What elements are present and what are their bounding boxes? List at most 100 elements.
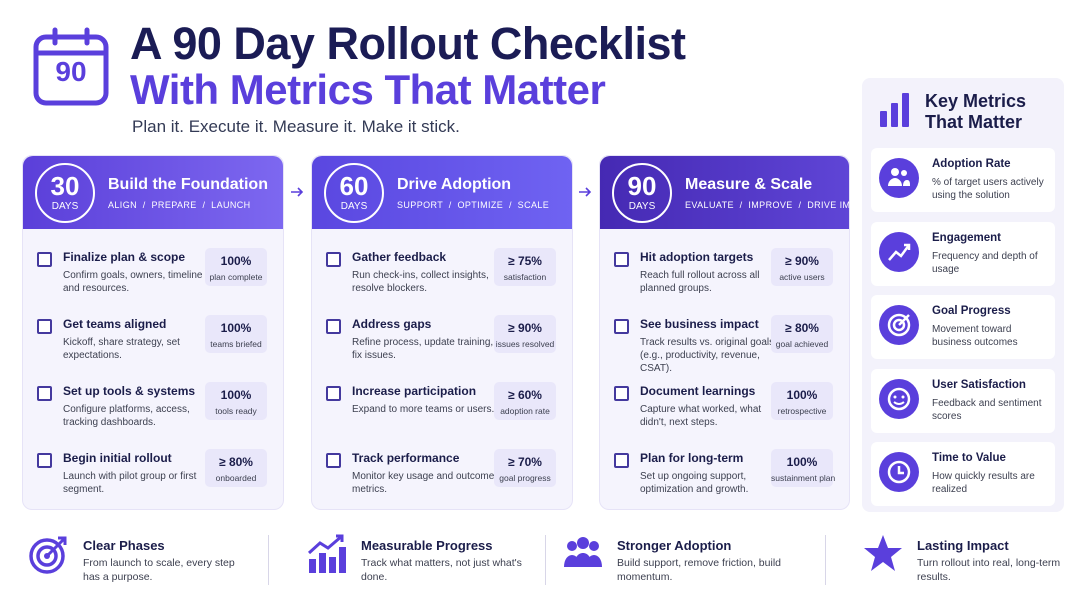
footer-icon: [28, 533, 70, 575]
metric-label: onboarded: [215, 473, 257, 483]
phase-header: 90 DAYS Measure & Scale EVALUATE / IMPROVE …: [600, 156, 875, 229]
phase-badge: 30 DAYS: [35, 163, 95, 223]
task-title: Hit adoption targets: [640, 250, 754, 264]
phase-number: 90: [627, 171, 657, 201]
task-row: Set up tools & systems Configure platform…: [23, 382, 283, 442]
checkbox[interactable]: [326, 453, 341, 468]
metric-box: ≥ 90% active users: [771, 248, 833, 286]
metric-label: tools ready: [215, 406, 257, 416]
metric-box: ≥ 80% onboarded: [205, 449, 267, 487]
task-description: Configure platforms, access, tracking da…: [63, 404, 190, 428]
phase-number: 30: [50, 171, 80, 201]
metric-box: 100% sustainment plan: [771, 449, 836, 487]
metric-value: ≥ 60%: [508, 388, 542, 402]
task-title: Set up tools & systems: [63, 384, 196, 398]
footer-item: Clear Phases From launch to scale, every …: [28, 533, 258, 588]
metric-title: User Satisfaction: [932, 378, 1026, 391]
footer-item: Measurable Progress Track what matters, n…: [306, 533, 536, 588]
task-row: Begin initial rollout Launch with pilot g…: [23, 449, 283, 509]
task-description: Capture what worked, what didn't, next s…: [640, 404, 762, 428]
task-title: Track performance: [352, 451, 460, 465]
phase-title: Measure & Scale: [685, 176, 813, 193]
metric-description: % of target users actively using the sol…: [932, 177, 1044, 201]
footer-icon: [562, 533, 604, 575]
checkbox[interactable]: [614, 386, 629, 401]
metric-title: Goal Progress: [932, 305, 1011, 317]
metric-value: ≥ 90%: [508, 321, 542, 335]
task-description: Reach full rollout across all planned gr…: [640, 270, 760, 294]
checkbox[interactable]: [37, 453, 52, 468]
metric-card: Goal Progress Movement toward business ou…: [871, 295, 1055, 359]
metric-label: sustainment plan: [771, 473, 836, 483]
checkbox[interactable]: [37, 386, 52, 401]
task-description: Refine process, update training, fix iss…: [352, 337, 494, 361]
metric-label: issues resolved: [495, 339, 555, 349]
footer-icon: [862, 533, 904, 575]
phase-badge: 60 DAYS: [324, 163, 384, 223]
metric-box: ≥ 70% goal progress: [494, 449, 556, 487]
metric-title: Adoption Rate: [932, 158, 1011, 170]
metric-title: Time to Value: [932, 452, 1006, 464]
phase-header: 60 DAYS Drive Adoption SUPPORT / OPTIMIZE /…: [312, 156, 572, 229]
footer-item: Stronger Adoption Build support, remove f…: [562, 533, 792, 588]
checkbox[interactable]: [614, 319, 629, 334]
calendar-icon: [33, 27, 109, 106]
phase-header: 30 DAYS Build the Foundation ALIGN / PREPAR…: [23, 156, 283, 229]
phase-card: 60 DAYS Drive Adoption SUPPORT / OPTIMIZE /…: [311, 155, 573, 510]
metric-value: 100%: [786, 388, 818, 402]
task-row: Document learnings Capture what worked, w…: [600, 382, 849, 442]
footer-icon: [306, 533, 348, 575]
checkbox[interactable]: [326, 252, 341, 267]
metric-value: ≥ 70%: [508, 455, 542, 469]
checkbox[interactable]: [37, 252, 52, 267]
metric-card: Adoption Rate % of target users actively …: [871, 148, 1055, 212]
checkbox[interactable]: [326, 386, 341, 401]
metric-box: ≥ 80% goal achieved: [771, 315, 833, 353]
task-description: Kickoff, share strategy, set expectation…: [63, 337, 180, 361]
metric-card: User Satisfaction Feedback and sentiment …: [871, 368, 1055, 433]
metric-description: Feedback and sentiment scores: [932, 397, 1042, 422]
metric-box: 100% plan complete: [205, 248, 267, 286]
metric-label: goal progress: [499, 473, 551, 483]
calendar-number: 90: [55, 56, 87, 87]
tagline: Plan it. Execute it. Measure it. Make it…: [132, 117, 460, 136]
task-description: Confirm goals, owners, timeline and reso…: [63, 270, 203, 294]
task-title: See business impact: [640, 317, 759, 331]
task-title: Plan for long-term: [640, 451, 744, 465]
metric-description: Movement toward business outcomes: [932, 324, 1018, 348]
phase-title: Drive Adoption: [397, 176, 512, 193]
divider: [268, 535, 269, 585]
phase-steps: ALIGN / PREPARE / LAUNCH: [108, 200, 251, 210]
phase-card: 30 DAYS Build the Foundation ALIGN / PREPAR…: [22, 155, 284, 510]
bars-icon: [880, 93, 914, 134]
checkbox[interactable]: [37, 319, 52, 334]
metric-icon: [879, 452, 919, 492]
checkbox[interactable]: [614, 453, 629, 468]
task-description: Run check-ins, collect insights, resolve…: [352, 270, 489, 294]
task-row: Hit adoption targets Reach full rollout a…: [600, 248, 849, 308]
metric-value: ≥ 80%: [219, 455, 253, 469]
arrow: [579, 187, 592, 197]
phase-steps: SUPPORT / OPTIMIZE / SCALE: [397, 200, 550, 210]
divider: [825, 535, 826, 585]
metric-icon: [879, 378, 919, 419]
metric-card: Time to Value How quickly results are rea…: [871, 442, 1055, 506]
phase-card: 90 DAYS Measure & Scale EVALUATE / IMPROVE …: [599, 155, 875, 510]
checkbox[interactable]: [326, 319, 341, 334]
metric-box: 100% retrospective: [771, 382, 833, 420]
phase-number: 60: [339, 171, 369, 201]
phase-unit: DAYS: [51, 201, 79, 212]
footer-title: Clear Phases: [83, 538, 165, 553]
phase-unit: DAYS: [340, 201, 368, 212]
task-description: Launch with pilot group or first segment…: [63, 471, 197, 495]
subtitle: With Metrics That Matter: [130, 66, 606, 113]
task-row: Gather feedback Run check-ins, collect in…: [312, 248, 572, 308]
task-row: Finalize plan & scope Confirm goals, owne…: [23, 248, 283, 308]
arrow: [291, 187, 304, 197]
metric-value: 100%: [786, 455, 818, 469]
checkbox[interactable]: [614, 252, 629, 267]
metric-value: ≥ 90%: [785, 254, 819, 268]
metric-value: ≥ 80%: [785, 321, 819, 335]
metric-box: ≥ 75% satisfaction: [494, 248, 556, 286]
